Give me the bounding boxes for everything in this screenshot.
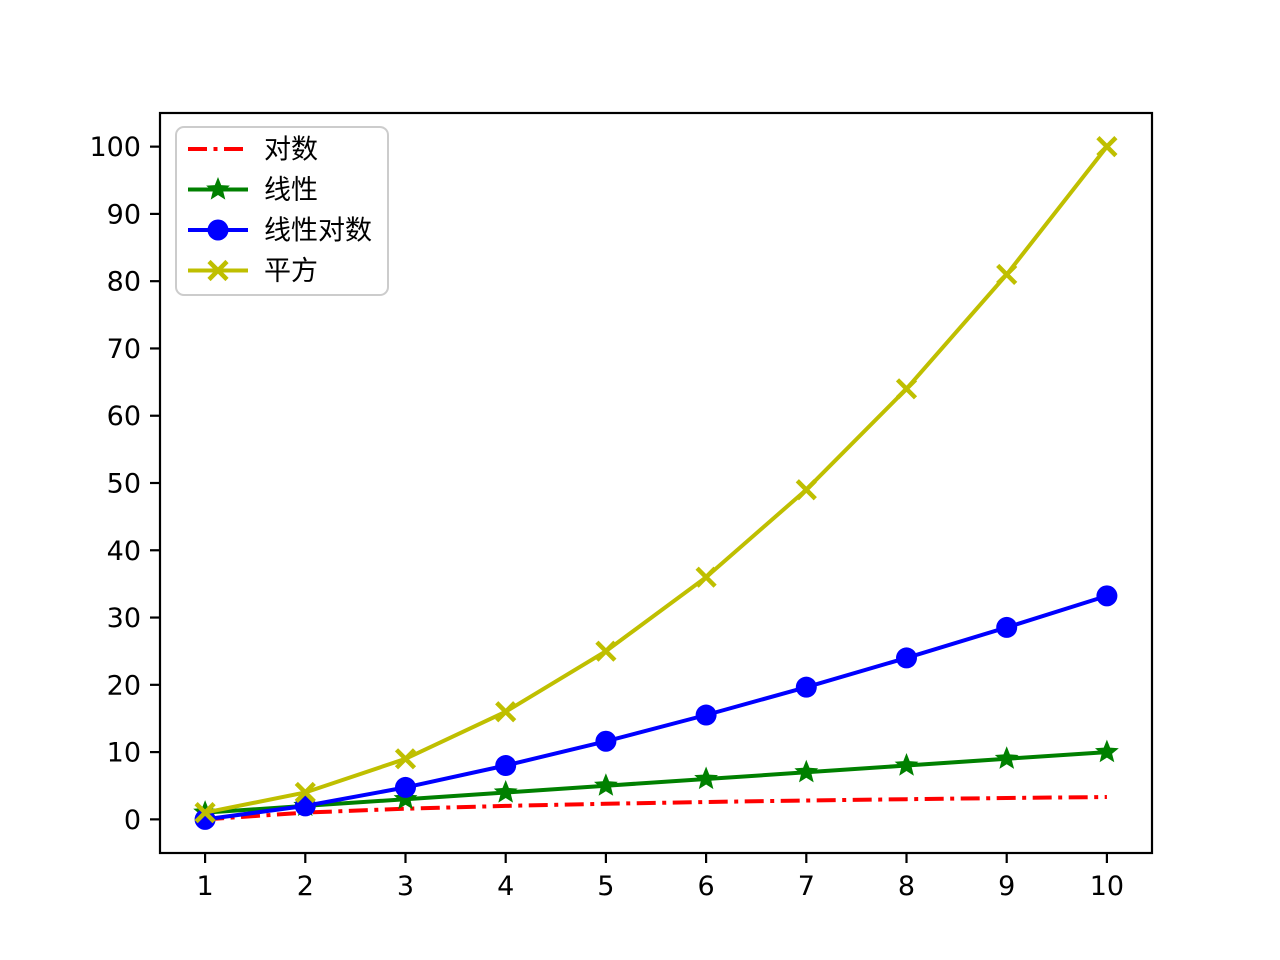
x-marker — [194, 802, 216, 824]
circle-marker — [394, 776, 416, 798]
series-line — [204, 795, 1107, 822]
x-tick-label: 10 — [1090, 871, 1124, 902]
series-line — [204, 145, 1109, 815]
circle-marker — [495, 755, 517, 777]
x-marker — [996, 263, 1018, 286]
legend-label: 线性 — [264, 175, 318, 206]
legend-label: 平方 — [264, 256, 318, 287]
x-marker — [695, 566, 717, 588]
x-tick-label: 6 — [698, 871, 715, 902]
x-marker — [795, 479, 817, 501]
x-tick-label: 7 — [798, 871, 815, 902]
circle-marker — [695, 704, 717, 726]
circle-marker — [795, 676, 817, 698]
star-marker — [1095, 739, 1119, 763]
y-tick-label: 30 — [107, 603, 141, 634]
legend-entry-3: 平方 — [188, 256, 318, 287]
x-tick-label: 5 — [597, 871, 614, 902]
y-tick-label: 0 — [124, 805, 141, 836]
x-marker — [1096, 136, 1118, 158]
x-marker — [595, 640, 617, 662]
x-tick-label: 3 — [397, 871, 414, 902]
legend-entry-2: 线性对数 — [188, 216, 372, 247]
x-tick-label: 2 — [297, 871, 314, 902]
x-marker — [495, 701, 517, 723]
legend-label: 对数 — [264, 135, 318, 166]
x-tick-label: 1 — [196, 871, 213, 902]
star-marker — [206, 177, 230, 200]
x-tick-label: 4 — [497, 871, 514, 902]
star-marker — [894, 753, 919, 776]
y-tick-label: 40 — [107, 536, 141, 567]
legend-entry-1: 线性 — [188, 175, 318, 206]
star-marker — [694, 766, 718, 790]
x-marker — [394, 748, 417, 770]
circle-marker — [194, 808, 216, 830]
star-marker — [594, 773, 618, 796]
star-marker — [493, 780, 518, 803]
series-3 — [194, 136, 1118, 824]
legend-entry-0: 对数 — [188, 135, 318, 166]
y-tick-label: 70 — [107, 334, 141, 365]
legend-label: 线性对数 — [264, 216, 372, 247]
series-line — [204, 750, 1108, 815]
star-marker — [393, 786, 418, 810]
star-marker — [794, 759, 819, 783]
y-tick-label: 90 — [107, 199, 141, 230]
circle-marker — [1096, 585, 1118, 607]
x-tick-label: 9 — [998, 871, 1015, 902]
circle-marker — [996, 616, 1018, 638]
star-marker — [994, 746, 1019, 769]
x-marker — [294, 781, 316, 804]
x-tick-label: 8 — [898, 871, 915, 902]
series-line — [204, 593, 1108, 822]
plot-border — [158, 111, 1154, 855]
x-marker — [207, 259, 229, 282]
series-2 — [194, 585, 1118, 830]
y-tick-label: 50 — [107, 469, 141, 500]
y-tick-label: 60 — [107, 401, 141, 432]
y-tick-label: 80 — [107, 267, 141, 298]
y-tick-label: 10 — [107, 738, 141, 769]
circle-marker — [207, 219, 229, 241]
series-0 — [204, 795, 1107, 822]
y-tick-label: 100 — [89, 132, 141, 163]
legend-box — [175, 126, 389, 296]
x-marker — [895, 378, 918, 400]
circle-marker — [595, 730, 617, 752]
y-tick-label: 20 — [107, 670, 141, 701]
circle-marker — [896, 647, 918, 669]
